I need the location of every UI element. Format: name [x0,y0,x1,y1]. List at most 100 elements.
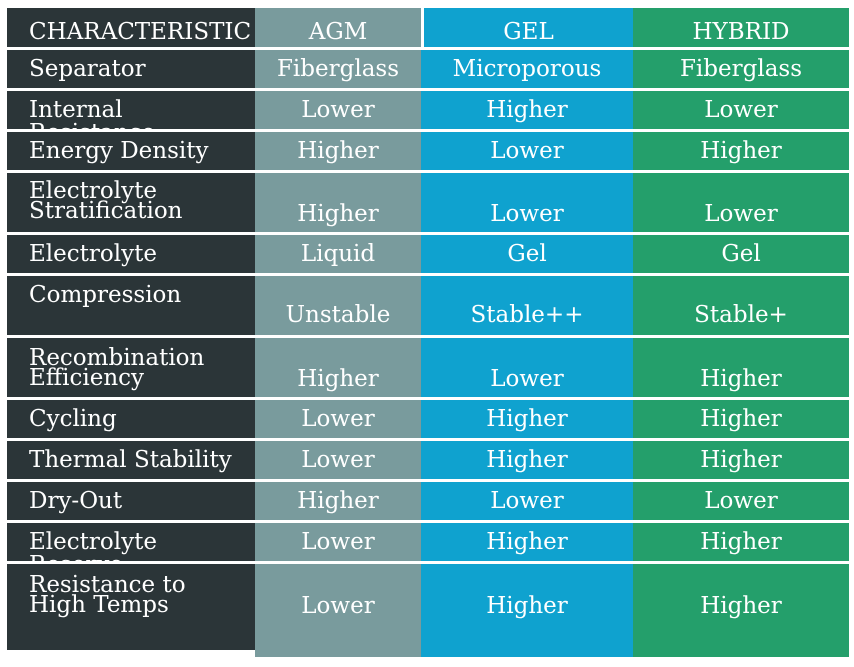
hybrid-value: Gel [721,241,761,267]
hybrid-value: Higher [700,529,782,555]
header-label: AGM [308,19,368,45]
gel-value: Higher [486,593,568,619]
gel-value: Lower [490,138,564,164]
agm-cell: Lower [255,91,421,132]
row-label-cell: Internal Resistance [0,91,255,145]
row-label: Cycling [29,406,117,432]
gel-value: Gel [507,241,547,267]
agm-cell: Lower [255,523,421,564]
row-label-line2: Efficiency [29,365,145,391]
gel-cell: Higher [421,441,633,482]
agm-cell: Lower [255,400,421,441]
agm-value: Higher [297,488,379,514]
gel-value: Higher [486,97,568,123]
gel-value: Higher [486,406,568,432]
agm-value: Higher [297,138,379,164]
row-label: Thermal Stability [29,447,232,473]
gel-value: Microporous [452,56,602,82]
hybrid-value: Lower [704,97,778,123]
row-label-cell: Electrolyte Reserve [0,523,255,577]
header-hybrid: HYBRID [633,0,854,50]
gel-value: Stable++ [470,302,584,328]
hybrid-cell: Higher [633,564,854,660]
hybrid-cell: Higher [633,400,854,441]
gel-value: Higher [486,447,568,473]
row-label-line2: Stratification [29,198,183,224]
agm-cell: Higher [255,338,421,400]
header-label: HYBRID [692,19,790,45]
row-label-cell: Dry-Out [0,482,255,523]
row-label-cell: Recombination Efficiency [0,338,255,400]
agm-cell: Fiberglass [255,50,421,91]
gel-cell: Higher [421,400,633,441]
gel-cell: Higher [421,564,633,660]
row-label-line1: Electrolyte [29,178,157,204]
agm-value: Lower [301,593,375,619]
row-label-cell: Energy Density [0,132,255,173]
row-label-cell: Compression [0,276,255,338]
gel-value: Lower [490,366,564,392]
header-label: CHARACTERISTIC [29,19,252,45]
agm-value: Higher [297,201,379,227]
hybrid-cell: Higher [633,338,854,400]
row-label: Electrolyte [29,241,157,267]
row-label: Electrolyte Stratification [29,178,183,224]
agm-value: Higher [297,366,379,392]
row-label: Dry-Out [29,488,123,514]
agm-value: Lower [301,447,375,473]
agm-cell: Higher [255,482,421,523]
hybrid-cell: Lower [633,91,854,132]
row-label-cell: Electrolyte [0,235,255,276]
header-agm: AGM [255,0,421,50]
hybrid-cell: Lower [633,173,854,235]
agm-value: Lower [301,97,375,123]
hybrid-cell: Fiberglass [633,50,854,91]
agm-cell: Higher [255,173,421,235]
gel-cell: Higher [421,91,633,132]
row-label-cell: Resistance to High Temps [0,564,255,660]
row-label-cell: Cycling [0,400,255,441]
gel-cell: Lower [421,338,633,400]
gel-cell: Lower [421,173,633,235]
agm-cell: Lower [255,441,421,482]
gel-cell: Lower [421,132,633,173]
hybrid-cell: Higher [633,441,854,482]
hybrid-cell: Stable+ [633,276,854,338]
row-label: Separator [29,56,146,82]
hybrid-value: Lower [704,488,778,514]
row-label: Recombination Efficiency [29,345,205,391]
agm-value: Unstable [285,302,391,328]
gel-value: Lower [490,488,564,514]
gel-value: Higher [486,529,568,555]
hybrid-cell: Gel [633,235,854,276]
hybrid-value: Higher [700,138,782,164]
row-label-line1: Resistance to [29,572,186,598]
header-label: GEL [503,19,554,45]
hybrid-value: Higher [700,593,782,619]
gel-value: Lower [490,201,564,227]
hybrid-cell: Higher [633,523,854,564]
agm-value: Liquid [300,241,376,267]
gel-cell: Stable++ [421,276,633,338]
agm-cell: Unstable [255,276,421,338]
agm-cell: Higher [255,132,421,173]
row-label: Compression [29,282,182,308]
row-label-cell: Thermal Stability [0,441,255,482]
row-label-line1: Recombination [29,345,205,371]
hybrid-value: Higher [700,447,782,473]
hybrid-value: Fiberglass [679,56,803,82]
gel-cell: Gel [421,235,633,276]
header-gel: GEL [421,0,633,50]
row-label-line2: High Temps [29,592,169,618]
gel-cell: Lower [421,482,633,523]
agm-value: Lower [301,406,375,432]
agm-cell: Liquid [255,235,421,276]
hybrid-cell: Lower [633,482,854,523]
row-label: Energy Density [29,138,209,164]
hybrid-value: Lower [704,201,778,227]
hybrid-value: Higher [700,406,782,432]
header-characteristic: CHARACTERISTIC [0,0,255,50]
row-label: Resistance to High Temps [29,572,186,618]
row-label-cell: Separator [0,50,255,91]
